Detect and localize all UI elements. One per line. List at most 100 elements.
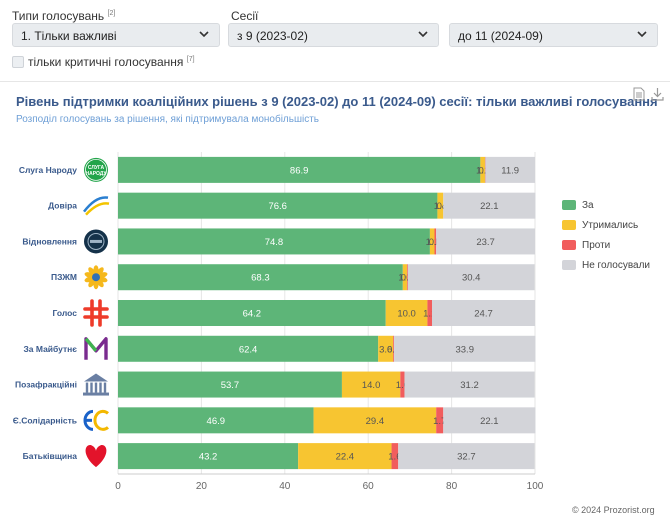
bar-segment bbox=[118, 371, 342, 398]
logo-petal bbox=[88, 278, 96, 288]
x-tick-label: 60 bbox=[363, 481, 375, 492]
legend-swatch bbox=[562, 200, 576, 210]
logo-roof bbox=[84, 373, 108, 382]
bar-value-label: 76.6 bbox=[268, 201, 287, 212]
bar-segment bbox=[341, 371, 401, 398]
sessions-label: Сесії bbox=[231, 9, 259, 23]
bar-segment bbox=[391, 443, 399, 470]
bar-value-label: 3.6 bbox=[379, 344, 392, 355]
bar-value-label: 33.9 bbox=[455, 344, 474, 355]
bar-segment bbox=[394, 335, 536, 362]
legend-item-ne-holosuvaly[interactable]: Не голосували bbox=[562, 260, 650, 278]
yes-logo bbox=[83, 409, 110, 431]
bar-segment bbox=[427, 300, 433, 326]
logo-s bbox=[93, 409, 110, 431]
bar-segment bbox=[118, 443, 299, 470]
critical-only-checkbox[interactable] bbox=[12, 56, 24, 68]
holos-logo bbox=[83, 299, 109, 327]
bar-value-label: 1.1 bbox=[476, 165, 489, 176]
bar-value-label: 1.0 bbox=[396, 380, 409, 391]
bar-segment bbox=[404, 371, 535, 398]
bar-segment bbox=[437, 192, 444, 219]
bar-segment bbox=[393, 335, 395, 362]
bar-segment bbox=[480, 156, 485, 183]
bar-value-label: 31.2 bbox=[460, 380, 479, 391]
bar-value-label: 1.1 bbox=[426, 237, 439, 248]
bar-segment bbox=[402, 264, 407, 291]
bar-segment bbox=[298, 443, 392, 470]
bar-segment bbox=[313, 407, 437, 434]
bar-value-label: 68.3 bbox=[251, 273, 270, 284]
logo-column bbox=[90, 382, 93, 393]
pozafraktsiini-logo bbox=[83, 373, 109, 396]
vote-types-select[interactable]: 1. Тільки важливі bbox=[12, 23, 220, 47]
za-maibutnie-logo bbox=[84, 337, 108, 360]
logo-hash bbox=[83, 299, 109, 327]
bar-value-label: 62.4 bbox=[239, 344, 258, 355]
bar-value-label: 0.2 bbox=[387, 344, 400, 355]
x-tick-label: 40 bbox=[279, 481, 291, 492]
x-tick-label: 20 bbox=[196, 481, 208, 492]
legend-item-za[interactable]: За bbox=[562, 200, 650, 218]
bar-segment bbox=[432, 300, 535, 326]
logo-ring bbox=[87, 232, 105, 250]
legend-swatch bbox=[562, 260, 576, 270]
pzzhm-logo bbox=[84, 265, 108, 290]
logo-arc bbox=[83, 196, 109, 213]
bar-value-label: 64.2 bbox=[243, 309, 262, 320]
logo-petal bbox=[88, 267, 96, 276]
bar-value-label: 22.4 bbox=[336, 452, 355, 463]
legend-item-proty[interactable]: Проти bbox=[562, 240, 650, 258]
bar-value-label: 1.1 bbox=[423, 309, 436, 320]
bar-value-label: 46.9 bbox=[207, 416, 226, 427]
batkivshchyna-logo bbox=[85, 445, 107, 468]
bar-segment bbox=[485, 156, 535, 183]
category-label: За Майбутнє bbox=[23, 344, 77, 354]
logo-heart bbox=[85, 445, 107, 468]
logo-e bbox=[83, 409, 94, 431]
legend-item-utrymalys[interactable]: Утримались bbox=[562, 220, 650, 238]
bar-segment bbox=[118, 407, 314, 434]
logo-column bbox=[94, 382, 98, 393]
chart-title: Рівень підтримки коаліційних рішень з 9 … bbox=[16, 94, 658, 109]
logo-circle bbox=[84, 157, 108, 182]
bar-value-label: 1.7 bbox=[433, 416, 446, 427]
chevron-down-icon bbox=[418, 31, 428, 38]
vidnovlennia-logo bbox=[84, 229, 108, 254]
category-label: Батьківщина bbox=[23, 451, 78, 461]
chart-card: Рівень підтримки коаліційних рішень з 9 … bbox=[0, 82, 670, 532]
bar-value-label: 1.4 bbox=[434, 201, 447, 212]
chart-subtitle: Розподіл голосувань за рішення, які підт… bbox=[16, 114, 320, 125]
bar-segment bbox=[434, 228, 437, 255]
category-label: ПЗЖМ bbox=[51, 272, 77, 282]
session-to-select[interactable]: до 11 (2024-09) bbox=[449, 23, 658, 47]
session-from-select[interactable]: з 9 (2023-02) bbox=[228, 23, 439, 47]
document-icon[interactable] bbox=[633, 87, 645, 101]
logo-text: НАРОДУ bbox=[85, 171, 107, 177]
bar-segment bbox=[385, 300, 428, 326]
logo-petal bbox=[96, 278, 104, 288]
bar-segment bbox=[118, 300, 386, 326]
critical-only-label: тільки критичні голосування [7] bbox=[28, 55, 195, 69]
category-label: Довіра bbox=[48, 201, 77, 211]
bar-value-label: 22.1 bbox=[480, 201, 499, 212]
bar-value-label: 0.1 bbox=[479, 165, 492, 176]
bar-value-label: 23.7 bbox=[476, 237, 495, 248]
bar-value-label: 11.9 bbox=[501, 165, 519, 176]
bar-value-label: 1.6 bbox=[388, 452, 401, 463]
bar-value-label: 30.4 bbox=[462, 273, 481, 284]
chevron-down-icon bbox=[199, 31, 209, 38]
bar-value-label: 29.4 bbox=[366, 416, 385, 427]
logo-m-accent bbox=[84, 337, 98, 352]
bar-segment bbox=[118, 192, 438, 219]
download-icon[interactable] bbox=[651, 87, 664, 101]
dovira-logo bbox=[83, 196, 110, 216]
category-label: Позафракційні bbox=[15, 380, 77, 390]
bar-segment bbox=[406, 264, 408, 291]
bar-value-label: 74.8 bbox=[265, 237, 284, 248]
bar-segment bbox=[118, 264, 403, 291]
bar-value-label: 10.0 bbox=[397, 309, 416, 320]
bar-value-label: 0.2 bbox=[401, 273, 414, 284]
